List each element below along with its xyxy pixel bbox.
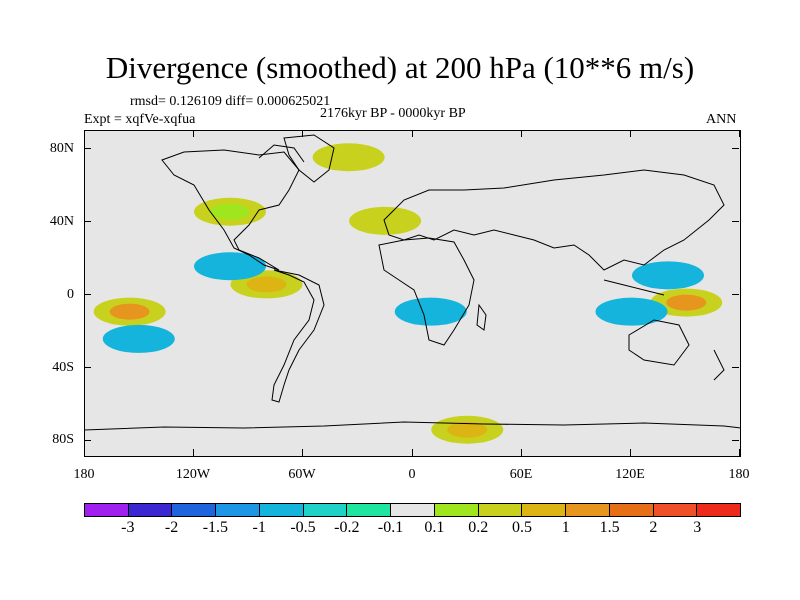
colorbar-swatch: [347, 504, 392, 516]
x-tick-label: 120W: [175, 467, 211, 482]
axis-tick: [411, 130, 413, 137]
x-tick-label: 180: [73, 467, 95, 482]
colorbar-label: -1.5: [202, 519, 229, 536]
colorbar-swatch: [303, 504, 348, 516]
axis-tick: [732, 440, 739, 441]
anomaly-blob: [210, 203, 250, 220]
anomaly-blob: [666, 294, 707, 311]
colorbar-swatch: [609, 504, 654, 516]
axis-tick: [302, 130, 304, 137]
season-label: ANN: [706, 112, 737, 127]
axis-tick: [732, 148, 739, 149]
anomaly-field: [93, 143, 723, 444]
anomaly-blob: [118, 330, 159, 347]
axis-tick: [193, 449, 195, 456]
colorbar-swatch: [697, 504, 741, 516]
axis-tick: [739, 449, 740, 456]
axis-tick: [732, 294, 739, 295]
anomaly-blob: [447, 421, 488, 438]
anomaly-blob: [365, 212, 406, 229]
colorbar-label: -1: [252, 519, 266, 536]
colorbar-swatch: [434, 504, 479, 516]
colorbar-label: -3: [121, 519, 135, 536]
colorbar-swatch: [128, 504, 173, 516]
colorbar-swatch: [85, 504, 129, 516]
axis-tick: [84, 130, 85, 137]
colorbar-label: -0.2: [334, 519, 360, 536]
colorbar-label: 3: [693, 519, 702, 536]
x-tick-label: 180: [728, 467, 750, 482]
axis-tick: [84, 440, 91, 441]
colorbar-label: -2: [164, 519, 179, 536]
axis-tick: [84, 449, 85, 456]
colorbar-label: 0.2: [468, 519, 489, 536]
y-tick-label: 80N: [49, 141, 74, 156]
colorbar-label: -0.1: [377, 519, 404, 536]
axis-tick: [520, 449, 522, 456]
anomaly-blob: [210, 258, 250, 275]
axis-tick: [629, 449, 631, 456]
x-tick-label: 60E: [509, 467, 533, 482]
colorbar-label: 0.5: [512, 519, 532, 536]
x-tick-label: 0: [408, 467, 416, 482]
y-tick-label: 80S: [52, 432, 74, 447]
axis-tick: [739, 130, 740, 137]
map-plot-area: [84, 130, 741, 457]
colorbar-label: -0.5: [290, 519, 316, 536]
anomaly-blob: [109, 303, 150, 320]
axis-tick: [302, 449, 304, 456]
axis-tick: [84, 367, 91, 368]
plot-title: Divergence (smoothed) at 200 hPa (10**6 …: [105, 50, 695, 85]
axis-tick: [84, 294, 91, 295]
axis-tick: [520, 130, 522, 137]
colorbar-swatch: [259, 504, 304, 516]
coastlines: [84, 134, 741, 431]
colorbar-swatch: [478, 504, 523, 516]
map-svg: [84, 134, 741, 444]
period-label: 2176kyr BP - 0000kyr BP: [320, 106, 466, 121]
colorbar-swatch: [391, 504, 435, 516]
axis-tick: [732, 367, 739, 368]
axis-tick: [193, 130, 195, 137]
axis-tick: [84, 148, 91, 149]
colorbar-swatch: [653, 504, 698, 516]
anomaly-blob: [611, 303, 652, 320]
anomaly-blob: [328, 149, 369, 166]
y-tick-label: 40S: [52, 360, 74, 375]
colorbar-label: 2: [649, 519, 658, 536]
colorbar-swatch: [566, 504, 610, 516]
colorbar-swatch: [522, 504, 567, 516]
anomaly-blob: [410, 303, 451, 320]
axis-tick: [732, 221, 739, 222]
anomaly-blob: [648, 267, 688, 284]
anomaly-blob: [246, 276, 287, 293]
y-tick-label: 0: [67, 287, 74, 302]
colorbar-swatch: [172, 504, 217, 516]
axis-tick: [84, 221, 91, 222]
colorbar: [84, 503, 741, 517]
axis-tick: [411, 449, 413, 456]
x-tick-label: 120E: [615, 467, 645, 482]
x-tick-label: 60W: [288, 467, 316, 482]
stats-text: rmsd= 0.126109 diff= 0.000625021: [130, 94, 331, 109]
experiment-label: Expt = xqfVe-xqfua: [84, 112, 196, 127]
colorbar-label: 1: [561, 519, 570, 536]
y-tick-label: 40N: [49, 214, 74, 229]
colorbar-swatch: [216, 504, 260, 516]
axis-tick: [629, 130, 631, 137]
colorbar-label: 0.1: [424, 519, 445, 536]
colorbar-label: 1.5: [599, 519, 620, 536]
